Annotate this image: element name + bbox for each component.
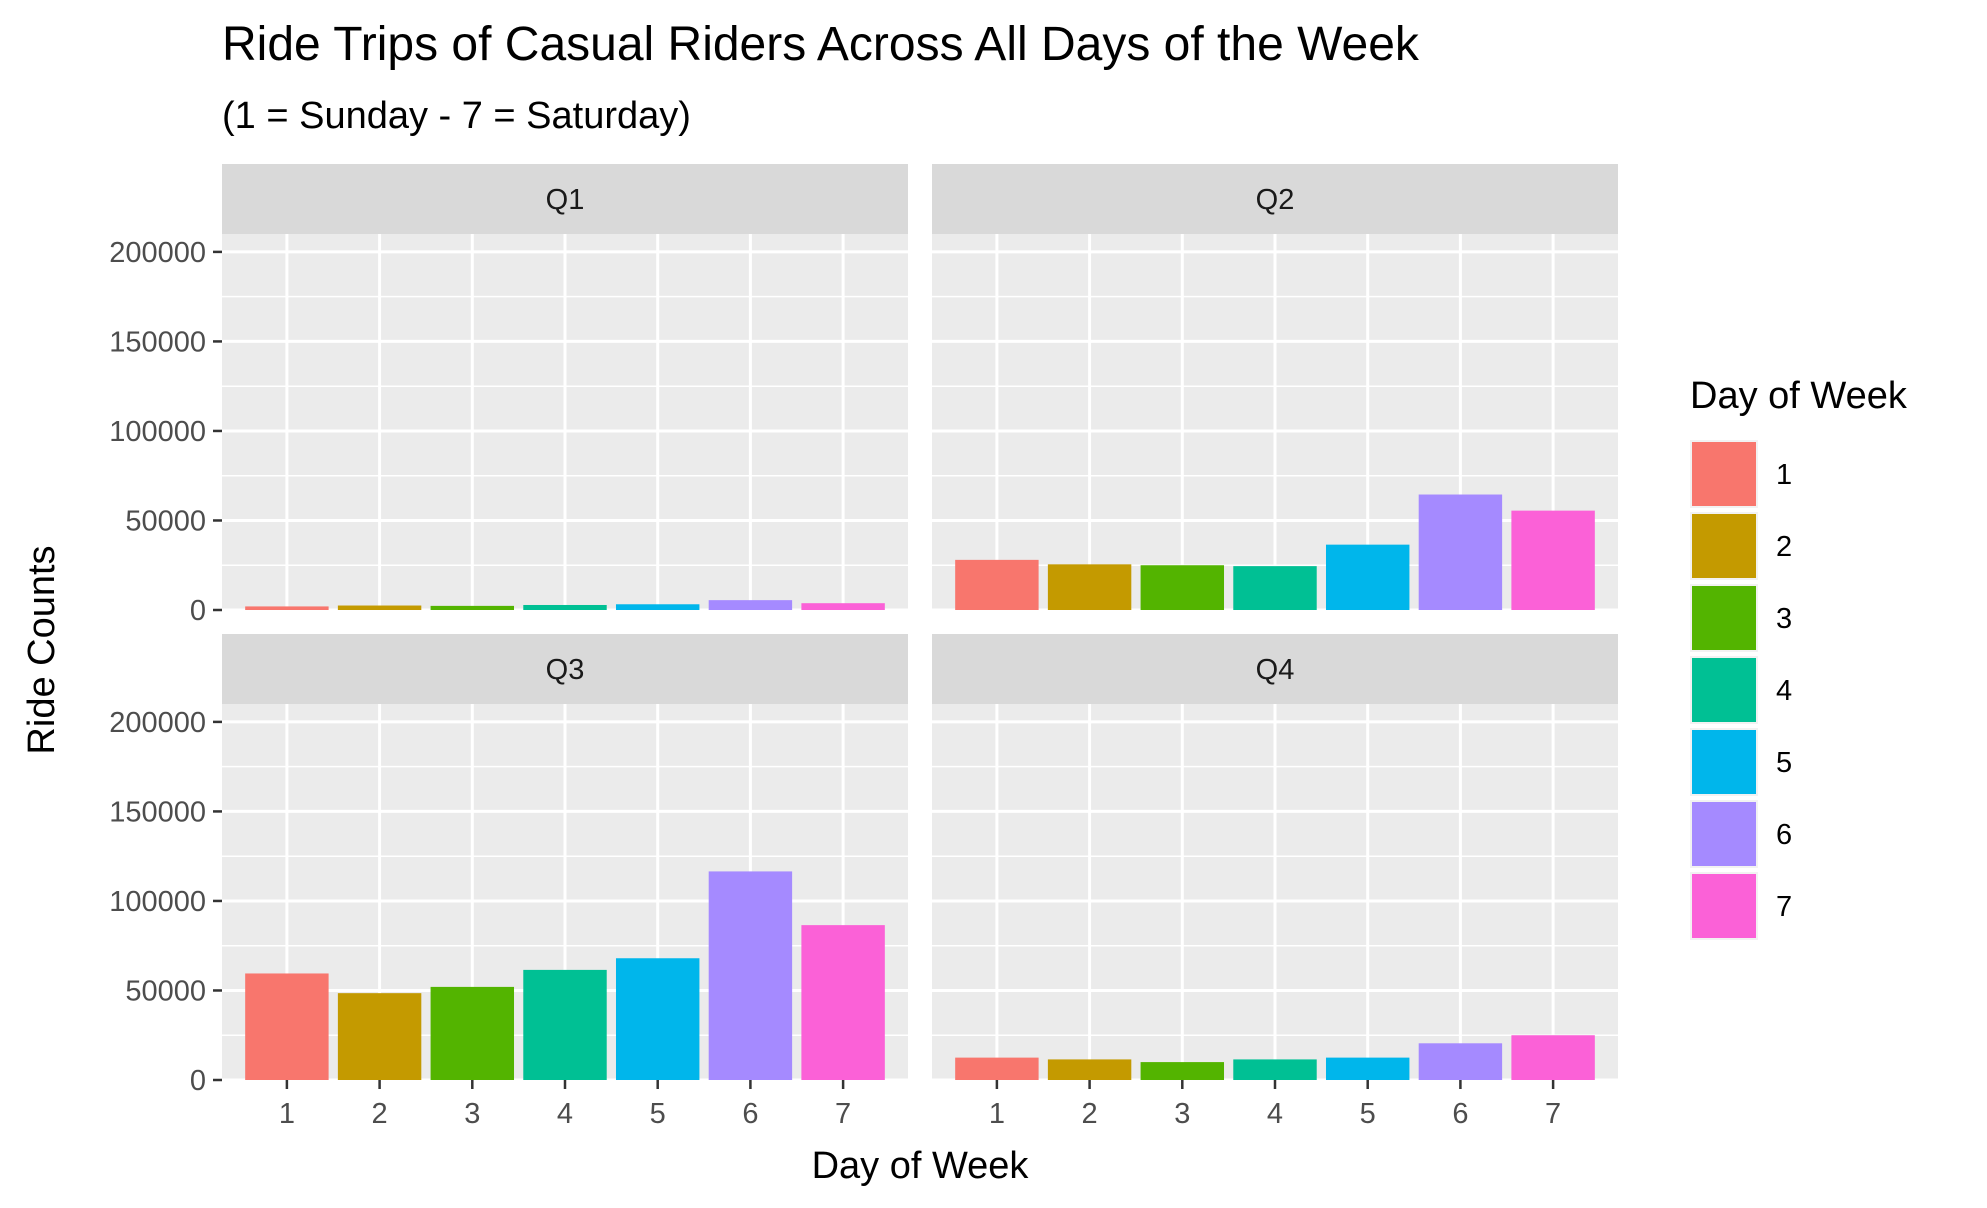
y-tick-label: 150000: [109, 326, 206, 358]
bar-q4-day-6: [1418, 1043, 1503, 1080]
facet-strip-label: Q3: [546, 654, 585, 686]
bar-q2-day-6: [1418, 494, 1503, 610]
x-tick-label: 6: [742, 1098, 758, 1130]
x-tick-label: 4: [1267, 1098, 1283, 1130]
legend-label: 7: [1776, 891, 1792, 923]
bar-q1-day-2: [337, 605, 422, 610]
legend: 1 2 3 4 5 6 7: [1690, 440, 1792, 940]
legend-item-3: 3: [1690, 584, 1792, 652]
bar-q3-day-6: [708, 871, 793, 1080]
bar-q3-day-2: [337, 993, 422, 1080]
legend-item-4: 4: [1690, 656, 1792, 724]
bar-q1-day-7: [801, 603, 885, 610]
legend-label: 3: [1776, 603, 1792, 635]
facet-strip: [222, 634, 908, 704]
facet-strip: [222, 164, 908, 234]
legend-label: 2: [1776, 531, 1792, 563]
bar-q1-day-4: [523, 604, 607, 610]
legend-key: [1692, 658, 1756, 722]
legend-label: 5: [1776, 747, 1792, 779]
bar-q1-day-3: [430, 605, 515, 610]
bar-q3-day-3: [430, 986, 515, 1080]
x-tick-label: 7: [835, 1098, 851, 1130]
bar-q4-day-3: [1140, 1062, 1225, 1080]
legend-label: 6: [1776, 819, 1792, 851]
x-tick-label: 6: [1452, 1098, 1468, 1130]
bar-q1-day-5: [615, 604, 700, 610]
bar-q4-day-7: [1511, 1035, 1595, 1080]
legend-item-1: 1: [1690, 440, 1792, 508]
legend-title: Day of Week: [1690, 375, 1908, 417]
facet-panel-q1: Q1 0 50000 100000 150000 200000: [109, 164, 908, 627]
x-tick-label: 3: [464, 1098, 480, 1130]
y-tick-label: 50000: [125, 975, 206, 1007]
plot-area: Q1 0 50000 100000 150000 200000 Q2 Q3 0 50000 1000…: [109, 164, 1618, 1130]
bar-q1-day-6: [708, 600, 793, 610]
facet-strip-label: Q4: [1256, 654, 1295, 686]
bar-q4-day-4: [1233, 1059, 1317, 1080]
bar-q3-day-1: [245, 973, 329, 1080]
bar-q2-day-7: [1511, 510, 1595, 610]
bar-q3-day-5: [615, 958, 700, 1080]
y-tick-label: 100000: [109, 416, 206, 448]
legend-key: [1692, 730, 1756, 794]
bar-q4-day-2: [1047, 1059, 1132, 1080]
legend-key: [1692, 442, 1756, 506]
y-tick-label: 150000: [109, 796, 206, 828]
bar-q3-day-7: [801, 925, 885, 1080]
facet-panel-q4: Q4 1 2 3 4 5 6 7: [932, 634, 1618, 1130]
x-tick-label: 4: [557, 1098, 573, 1130]
chart-title: Ride Trips of Casual Riders Across All D…: [222, 18, 1420, 71]
x-tick-label: 7: [1545, 1098, 1561, 1130]
facet-strip-label: Q1: [546, 184, 585, 216]
bar-q4-day-1: [955, 1057, 1039, 1080]
bar-q4-day-5: [1325, 1057, 1410, 1080]
x-tick-label: 1: [989, 1098, 1005, 1130]
facet-strip: [932, 164, 1618, 234]
x-axis-title: Day of Week: [812, 1145, 1030, 1187]
bar-q1-day-1: [245, 606, 329, 610]
facet-panel-q3: Q3 0 50000 100000 150000 200000 1 2 3 4 5 6 7: [109, 634, 908, 1130]
x-tick-label: 2: [372, 1098, 388, 1130]
y-tick-label: 50000: [125, 505, 206, 537]
legend-label: 4: [1776, 675, 1792, 707]
bar-q2-day-5: [1325, 544, 1410, 610]
legend-key: [1692, 874, 1756, 938]
x-tick-label: 3: [1174, 1098, 1190, 1130]
legend-item-7: 7: [1690, 872, 1792, 940]
x-tick-label: 2: [1082, 1098, 1098, 1130]
bar-q2-day-2: [1047, 564, 1132, 610]
x-tick-label: 5: [1360, 1098, 1376, 1130]
bar-q2-day-1: [955, 559, 1039, 610]
chart-subtitle: (1 = Sunday - 7 = Saturday): [222, 95, 691, 137]
bar-q2-day-3: [1140, 565, 1225, 610]
legend-key: [1692, 586, 1756, 650]
legend-key: [1692, 802, 1756, 866]
legend-item-5: 5: [1690, 728, 1792, 796]
y-tick-label: 200000: [109, 707, 206, 739]
bar-q2-day-4: [1233, 566, 1317, 610]
legend-item-6: 6: [1690, 800, 1792, 868]
bar-q3-day-4: [523, 969, 607, 1080]
facet-panel-q2: Q2: [932, 164, 1618, 612]
y-axis-title: Ride Counts: [21, 545, 63, 754]
legend-key: [1692, 514, 1756, 578]
x-tick-label: 5: [650, 1098, 666, 1130]
y-tick-label: 200000: [109, 237, 206, 269]
x-tick-label: 1: [279, 1098, 295, 1130]
legend-item-2: 2: [1690, 512, 1792, 580]
y-tick-label: 0: [190, 1065, 206, 1097]
legend-label: 1: [1776, 459, 1792, 491]
facet-strip-label: Q2: [1256, 184, 1295, 216]
y-tick-label: 0: [190, 595, 206, 627]
y-tick-label: 100000: [109, 886, 206, 918]
facet-strip: [932, 634, 1618, 704]
